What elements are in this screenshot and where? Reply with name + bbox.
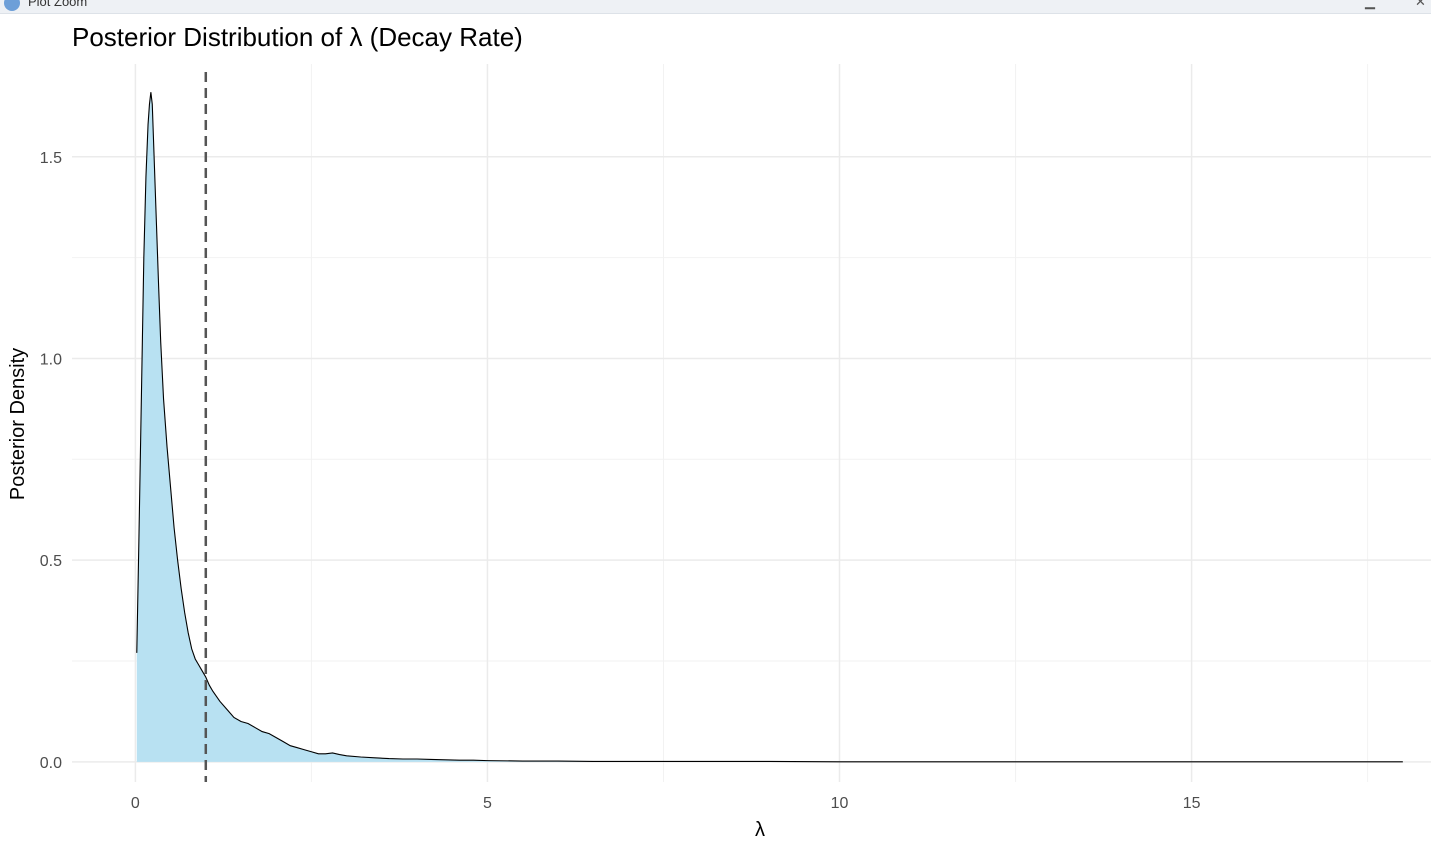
density-area-layer — [136, 92, 1403, 763]
chart-title: Posterior Distribution of λ (Decay Rate) — [72, 22, 523, 52]
x-tick-label: 15 — [1183, 795, 1201, 812]
y-tick-label: 0.5 — [40, 553, 62, 570]
x-tick-label: 10 — [831, 795, 849, 812]
app-icon — [4, 0, 20, 11]
y-tick-label: 1.5 — [40, 150, 62, 167]
close-icon[interactable]: ✕ — [1415, 0, 1426, 9]
density-line — [136, 92, 1403, 763]
y-tick-labels: 0.0 0.5 1.0 1.5 — [40, 150, 62, 772]
window-titlebar: Plot Zoom ▁ ✕ — [0, 0, 1431, 14]
y-tick-label: 0.0 — [40, 755, 62, 772]
y-axis-label: Posterior Density — [7, 348, 29, 500]
y-tick-label: 1.0 — [40, 351, 62, 368]
x-tick-labels: 0 5 10 15 — [131, 795, 1201, 812]
x-tick-label: 5 — [483, 795, 492, 812]
major-gridlines — [72, 64, 1431, 782]
x-axis-label: λ — [755, 819, 765, 841]
minor-gridlines — [72, 64, 1431, 782]
minimize-icon[interactable]: ▁ — [1365, 0, 1375, 9]
x-tick-label: 0 — [131, 795, 140, 812]
window-title: Plot Zoom — [28, 0, 88, 9]
